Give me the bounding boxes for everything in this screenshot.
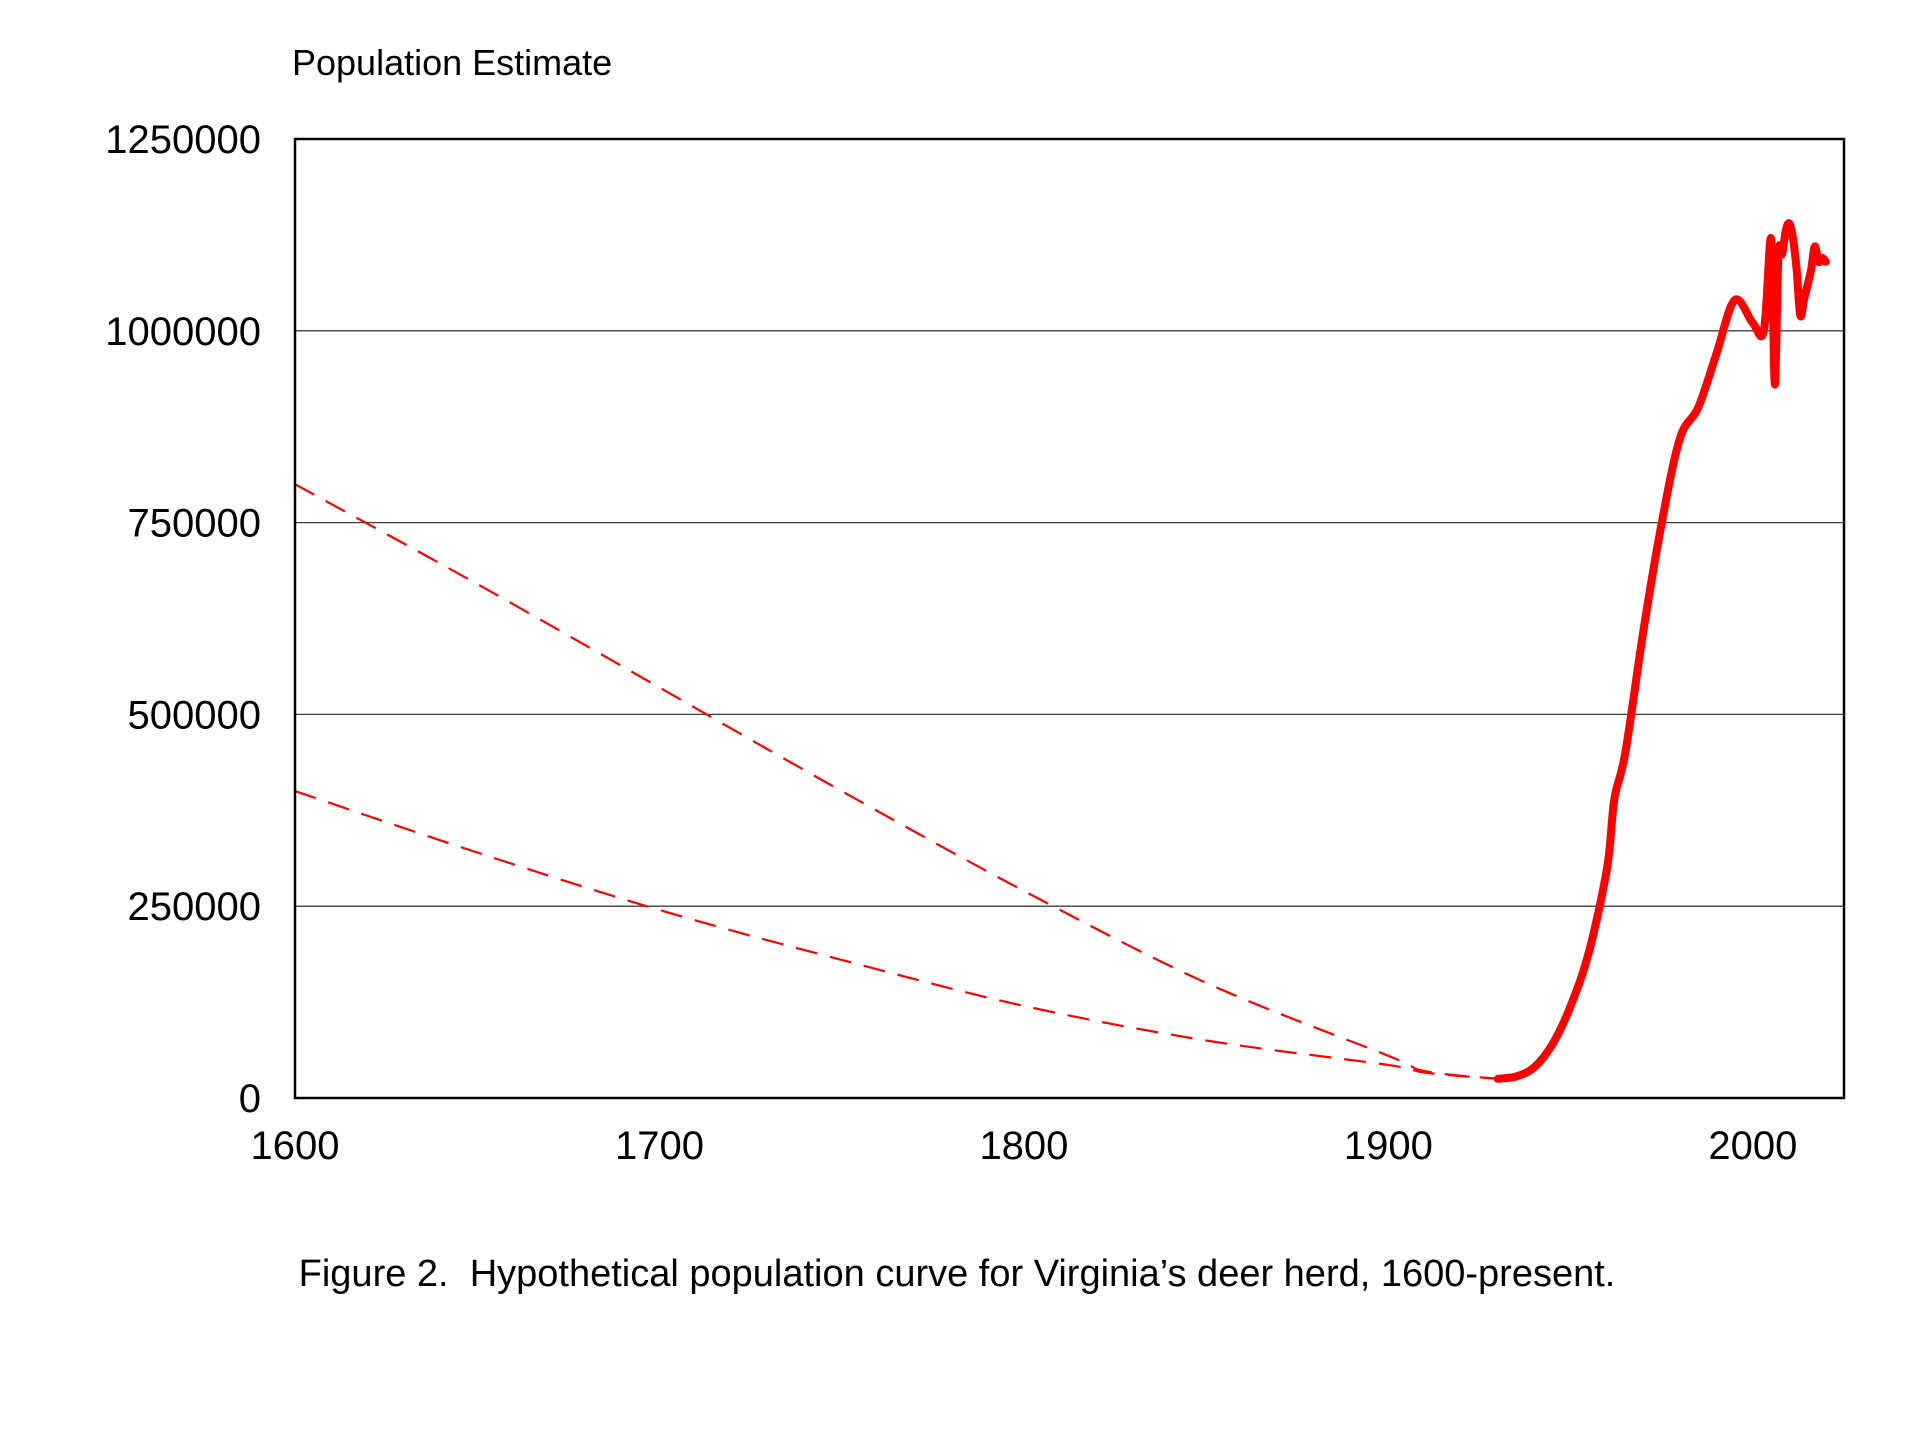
- series-line-solid: [1493, 219, 1830, 1083]
- y-axis-title: Population Estimate: [292, 42, 612, 83]
- series-line-dashed-1: [294, 790, 1498, 1080]
- y-tick-label: 250000: [128, 885, 261, 929]
- y-tick-labels: 0 250000 500000 750000 1000000 1250000: [105, 118, 261, 1121]
- x-tick-labels: 1600 1700 1800 1900 2000: [251, 1124, 1798, 1168]
- x-tick-label: 1800: [979, 1124, 1068, 1168]
- x-tick-label: 1600: [251, 1124, 340, 1168]
- y-tick-label: 1000000: [105, 310, 261, 354]
- plot-frame: [293, 137, 1846, 1100]
- y-tick-label: 750000: [128, 502, 261, 546]
- y-tick-label: 0: [239, 1077, 261, 1121]
- y-tick-label: 500000: [128, 693, 261, 737]
- series-line-dashed-0: [294, 483, 1498, 1080]
- figure-caption: Figure 2. Hypothetical population curve …: [298, 1253, 1616, 1295]
- x-tick-label: 1900: [1344, 1124, 1433, 1168]
- x-tick-label: 2000: [1708, 1124, 1797, 1168]
- y-tick-label: 1250000: [105, 118, 261, 162]
- x-tick-label: 1700: [615, 1124, 704, 1168]
- series-lines: [294, 219, 1830, 1083]
- gridlines: [295, 330, 1844, 907]
